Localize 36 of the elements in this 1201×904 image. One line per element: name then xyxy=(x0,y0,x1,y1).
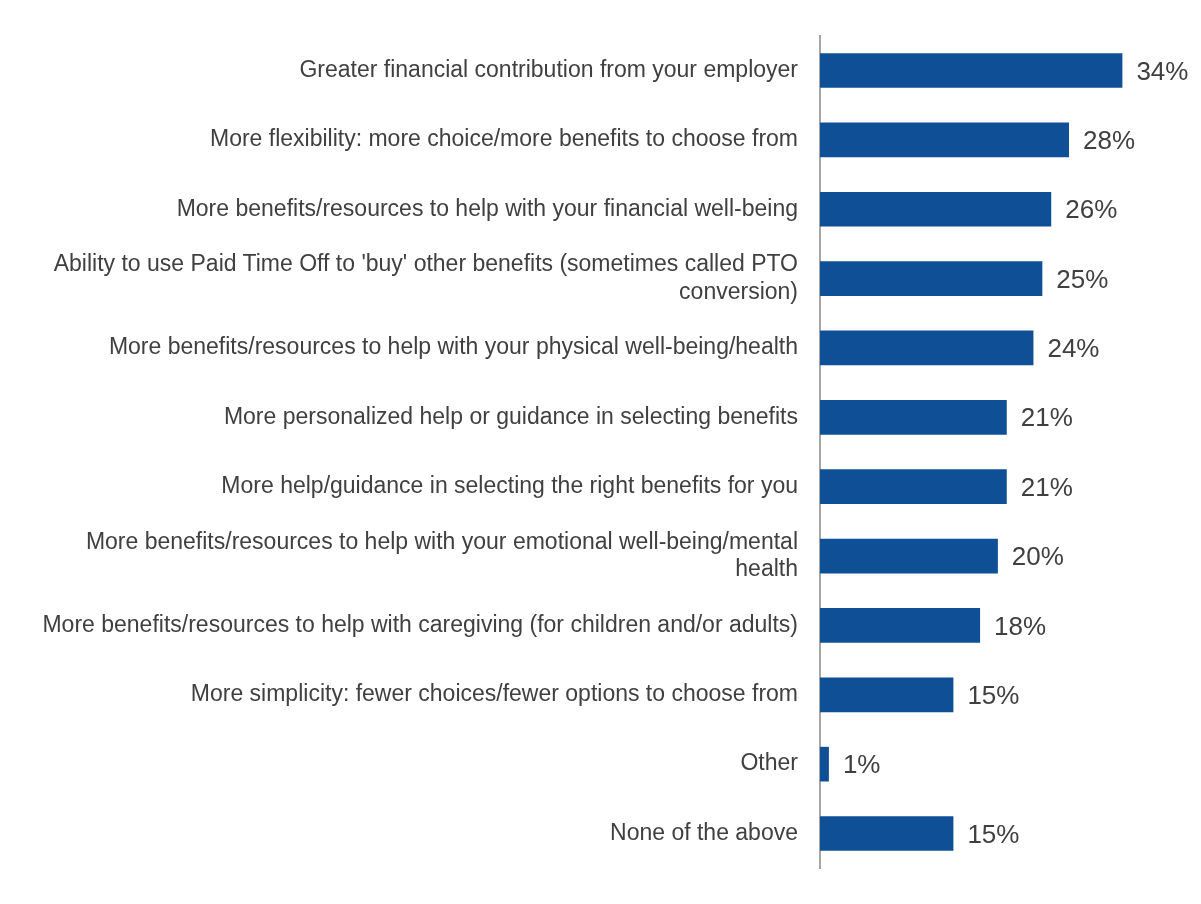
y-tick-label: More flexibility: more choice/more benefits to choose from xyxy=(209,125,798,152)
bar xyxy=(820,816,954,851)
y-tick-label: Greater financial contribution from your employer xyxy=(299,55,799,82)
data-label: 18% xyxy=(994,610,1047,641)
data-label: 21% xyxy=(1020,471,1073,502)
data-label: 15% xyxy=(967,679,1020,710)
data-label: 1% xyxy=(842,749,881,780)
data-label: 26% xyxy=(1065,194,1118,225)
bar xyxy=(820,746,829,782)
data-label: 20% xyxy=(1011,541,1064,572)
y-tick-label: More benefits/resources to help with your financial well-being xyxy=(176,194,798,221)
data-label: 15% xyxy=(967,818,1020,849)
bar xyxy=(820,677,954,713)
y-tick-label: Other xyxy=(740,749,799,776)
y-tick-label: Ability to use Paid Time Off to 'buy' other benefits (sometimes called PTO conversion) xyxy=(53,250,798,304)
bar xyxy=(820,469,1007,505)
data-label: 28% xyxy=(1083,125,1136,156)
bar xyxy=(820,399,1007,435)
y-tick-label: None of the above xyxy=(610,818,798,845)
y-tick-label: More benefits/resources to help with your physical well-being/health xyxy=(108,333,798,360)
y-tick-label: More simplicity: fewer choices/fewer options to choose from xyxy=(190,680,798,707)
bar xyxy=(820,261,1043,296)
y-tick-label: More benefits/resources to help with caregiving (for children and/or adults) xyxy=(42,610,798,637)
bar xyxy=(820,53,1123,88)
y-tick-label: More help/guidance in selecting the right benefits for you xyxy=(221,472,798,499)
bar xyxy=(820,191,1052,227)
y-tick-label: More personalized help or guidance in selecting benefits xyxy=(223,402,798,429)
bar xyxy=(820,122,1070,158)
bar xyxy=(820,330,1034,366)
y-tick-label: More benefits/resources to help with your emotional well-being/mental health xyxy=(85,527,798,582)
data-label: 25% xyxy=(1056,263,1109,294)
bar xyxy=(820,538,998,574)
data-label: 34% xyxy=(1136,55,1189,86)
bar xyxy=(820,608,981,643)
data-label: 24% xyxy=(1047,333,1100,364)
data-label: 21% xyxy=(1020,402,1073,433)
